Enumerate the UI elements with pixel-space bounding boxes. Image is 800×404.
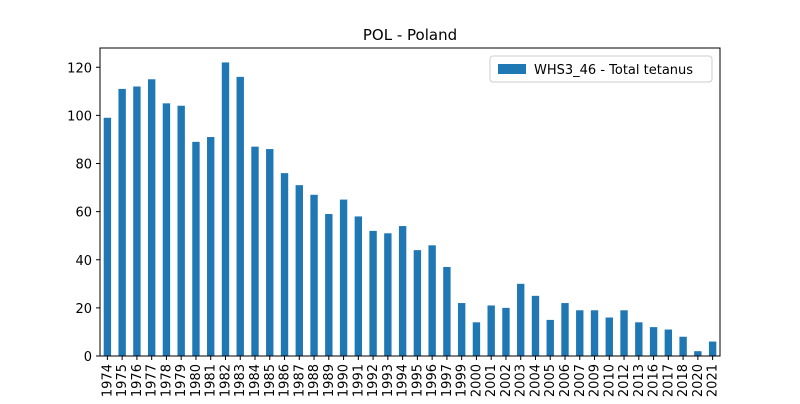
bar [576, 310, 584, 356]
y-tick-label: 100 [67, 109, 92, 124]
x-tick-label: 1995 [410, 364, 425, 397]
y-tick-label: 20 [75, 302, 92, 317]
bar [694, 351, 702, 356]
plot-frame [99, 47, 721, 357]
x-tick-label: 2012 [617, 364, 632, 397]
bar [266, 149, 274, 356]
x-tick-label: 1984 [248, 364, 263, 397]
bar [325, 214, 333, 356]
x-tick-label: 2001 [484, 364, 499, 397]
bar [487, 305, 495, 356]
x-tick-label: 2009 [588, 364, 603, 397]
x-tick-label: 1988 [307, 364, 322, 397]
bar [561, 303, 569, 356]
x-tick-label: 2002 [499, 364, 514, 397]
bar [236, 76, 244, 356]
bar [457, 303, 466, 356]
bar [207, 137, 215, 356]
bar [398, 226, 407, 356]
bar [103, 117, 112, 356]
x-tick-label: 1989 [322, 364, 337, 397]
x-tick-label: 1990 [337, 364, 352, 397]
chart-title: POL - Poland [363, 26, 457, 44]
x-tick-label: 2000 [469, 364, 484, 397]
x-tick-label: 1976 [130, 364, 145, 397]
x-tick-label: 1978 [159, 364, 174, 397]
bar [708, 341, 717, 356]
x-tick-label: 1987 [292, 364, 307, 397]
bar [369, 230, 377, 356]
bar [546, 319, 554, 356]
bar [517, 283, 525, 356]
bar [354, 216, 363, 356]
bar [133, 86, 141, 356]
y-tick-label: 0 [84, 350, 92, 365]
x-tick-label: 2020 [691, 364, 706, 397]
x-tick-label: 2016 [647, 364, 662, 397]
x-tick-label: 2021 [706, 364, 721, 397]
x-tick-label: 2006 [558, 364, 573, 397]
x-tick-label: 1983 [233, 364, 248, 397]
bar [620, 310, 628, 356]
bar [605, 317, 613, 356]
y-tick-label: 80 [75, 158, 92, 173]
x-tick-label: 1994 [396, 364, 411, 397]
bar [162, 103, 171, 356]
bar [177, 105, 185, 356]
bar [428, 245, 436, 356]
bar [649, 327, 658, 356]
x-tick-label: 1991 [351, 364, 366, 397]
x-tick-label: 1999 [455, 364, 470, 397]
bar [251, 146, 259, 356]
bar [295, 185, 303, 356]
bar [280, 173, 289, 356]
bar [147, 79, 156, 356]
x-tick-label: 2007 [573, 364, 588, 397]
bar [339, 199, 348, 356]
x-tick-label: 1979 [174, 364, 189, 397]
legend-box [489, 55, 713, 83]
x-tick-label: 2010 [602, 364, 617, 397]
bar [472, 322, 481, 356]
bar [192, 141, 200, 356]
bar [310, 194, 318, 356]
bar [443, 266, 451, 356]
legend-label: WHS3_46 - Total tetanus [534, 63, 693, 78]
bar [384, 233, 392, 356]
x-tick-label: 1982 [218, 364, 233, 397]
x-tick-label: 2013 [632, 364, 647, 397]
y-tick-label: 120 [67, 61, 92, 76]
bar [221, 62, 230, 356]
bar [531, 295, 540, 356]
bar [664, 329, 673, 356]
x-tick-label: 1992 [366, 364, 381, 397]
x-tick-label: 1997 [440, 364, 455, 397]
x-tick-label: 2018 [676, 364, 691, 397]
y-tick-label: 60 [75, 206, 92, 221]
x-tick-label: 2017 [661, 364, 676, 397]
bar [635, 322, 643, 356]
bar [413, 250, 422, 356]
x-tick-label: 1993 [381, 364, 396, 397]
bar [118, 88, 126, 356]
x-tick-label: 1975 [115, 364, 130, 397]
x-tick-label: 1980 [189, 364, 204, 397]
y-tick-label: 40 [75, 254, 92, 269]
x-tick-label: 1974 [100, 364, 115, 397]
x-tick-label: 2004 [528, 364, 543, 397]
x-tick-label: 2003 [514, 364, 529, 397]
bar [590, 310, 599, 356]
legend-swatch [498, 64, 526, 74]
bar [502, 307, 510, 356]
bar [679, 336, 687, 356]
x-tick-label: 1981 [204, 364, 219, 397]
x-tick-label: 2005 [543, 364, 558, 397]
x-tick-label: 1977 [145, 364, 160, 397]
x-tick-label: 1996 [425, 364, 440, 397]
x-tick-label: 1986 [278, 364, 293, 397]
x-tick-label: 1985 [263, 364, 278, 397]
